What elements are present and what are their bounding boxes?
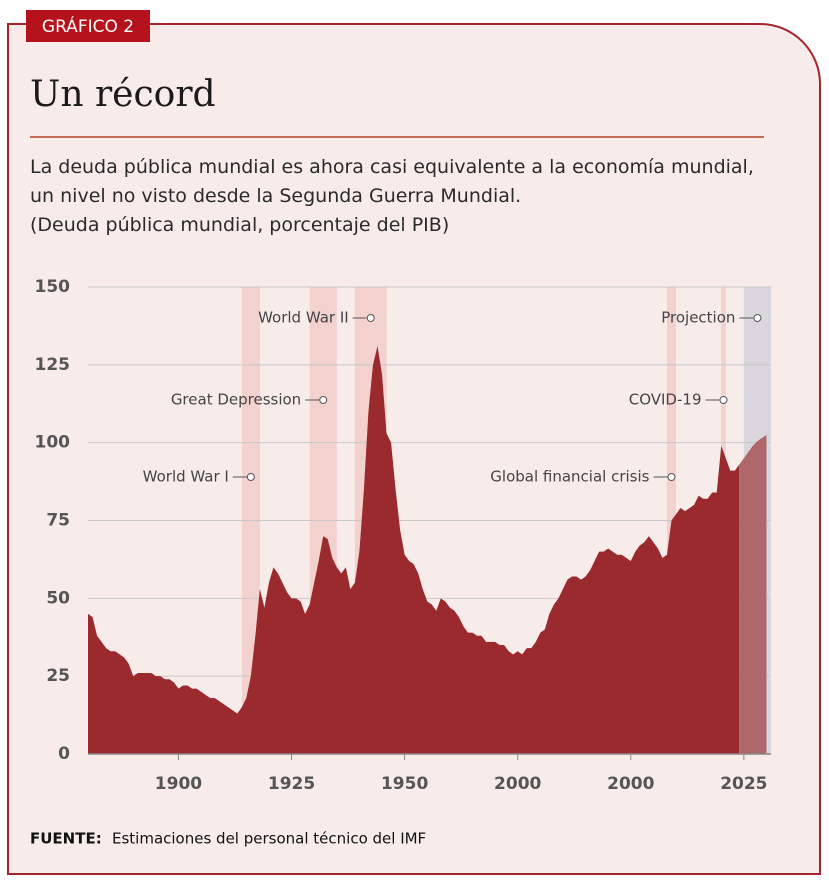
leader-dot <box>667 473 676 481</box>
x-tick-label: 2025 <box>720 774 767 794</box>
y-tick-label: 150 <box>35 277 71 297</box>
x-tick-label: 1950 <box>381 774 428 794</box>
annotation: Projection <box>661 309 735 327</box>
plot: 0 25 50 75 100 125 150 1900 1925 1950 2000 2000 2025… <box>35 277 771 794</box>
y-tick-label: 100 <box>35 433 71 453</box>
leader-dot <box>366 314 375 322</box>
x-tick-label: 1925 <box>268 774 315 794</box>
source-text: Estimaciones del personal técnico del IM… <box>112 830 426 848</box>
annotation: World War I <box>143 468 229 486</box>
area <box>88 346 740 754</box>
leader-dot <box>246 473 255 481</box>
annotation: Global financial crisis <box>490 468 649 486</box>
y-tick-label: 50 <box>46 588 70 608</box>
area <box>739 434 767 754</box>
y-tick-label: 125 <box>35 355 71 375</box>
chart-title: Un récord <box>30 74 216 115</box>
badge-box <box>26 10 150 42</box>
subtitle-2: (Deuda pública mundial, porcentaje del P… <box>30 214 450 236</box>
annotation: COVID-19 <box>629 391 702 409</box>
y-tick-label: 0 <box>58 744 70 764</box>
leader-dot <box>753 314 762 322</box>
y-tick-label: 75 <box>46 511 70 531</box>
x-tick-label: 1900 <box>155 774 202 794</box>
x-tick-label: 2000 <box>607 774 654 794</box>
annotation: Great Depression <box>171 391 301 409</box>
subtitle-block: La deuda pública mundial es ahora casi e… <box>30 153 770 240</box>
leader-dot <box>319 396 328 404</box>
x-tick-label: 2000 <box>494 774 541 794</box>
badge: GRÁFICO 2 <box>42 15 134 37</box>
y-tick-label: 25 <box>46 666 70 686</box>
source-label: FUENTE: <box>30 830 102 848</box>
subtitle: La deuda pública mundial es ahora casi e… <box>30 156 754 207</box>
leader-dot <box>719 396 728 404</box>
annotation: World War II <box>258 309 349 327</box>
